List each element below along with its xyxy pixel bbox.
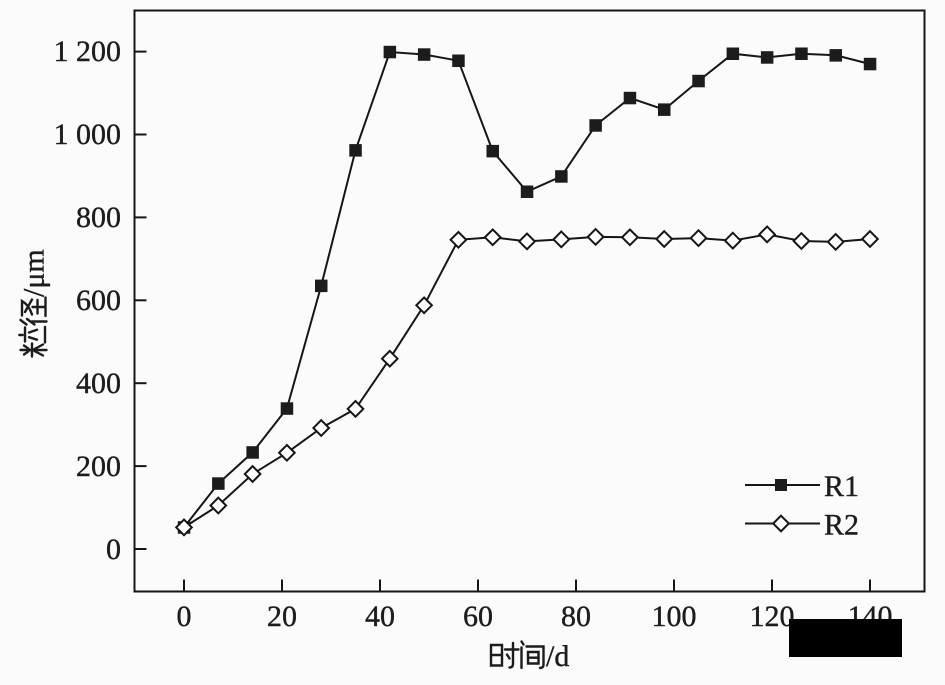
svg-text:/d: /d: [546, 640, 569, 673]
svg-text:400: 400: [76, 367, 121, 400]
svg-text:800: 800: [76, 201, 121, 234]
svg-text:60: 60: [463, 600, 493, 633]
svg-text:R2: R2: [824, 509, 859, 542]
svg-text:1 200: 1 200: [54, 35, 122, 68]
svg-text:1 000: 1 000: [54, 118, 122, 151]
svg-text:0: 0: [106, 533, 121, 566]
svg-text:R1: R1: [824, 470, 859, 503]
svg-text:80: 80: [561, 600, 591, 633]
svg-text:200: 200: [76, 450, 121, 483]
svg-text:20: 20: [267, 600, 297, 633]
svg-text:/μm: /μm: [18, 249, 51, 297]
svg-text:600: 600: [76, 284, 121, 317]
svg-text:40: 40: [365, 600, 395, 633]
svg-text:0: 0: [177, 600, 192, 633]
svg-text:120: 120: [750, 600, 795, 633]
svg-text:100: 100: [652, 600, 697, 633]
